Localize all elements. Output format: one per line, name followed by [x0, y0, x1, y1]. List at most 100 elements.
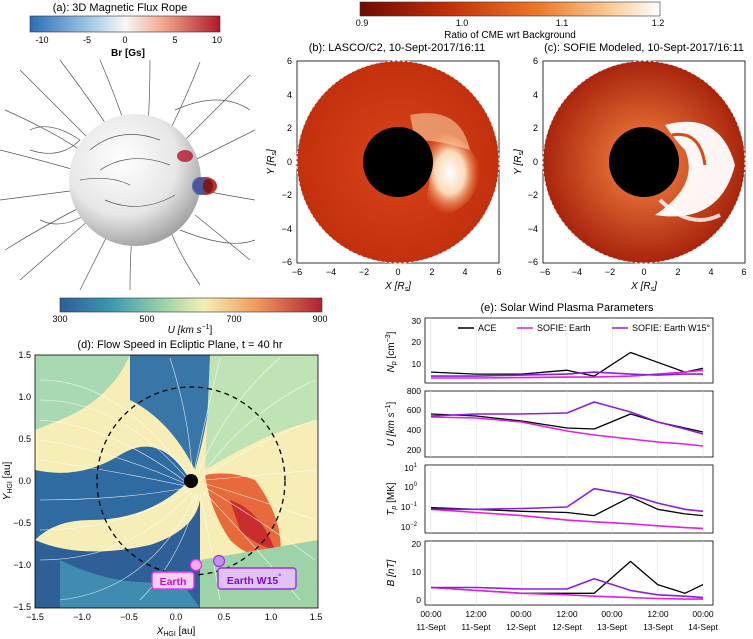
u-tick: 700 [226, 314, 241, 324]
e-xtick-date: 11-Sept [461, 622, 491, 632]
earth-label: Earth [160, 576, 187, 588]
br-tick: 5 [172, 35, 177, 45]
u-series-sofie-earth [430, 416, 704, 447]
legend-label-ace: ACE [478, 323, 497, 333]
lasco-occulter [363, 127, 433, 197]
b-ytick: −2 [282, 190, 292, 200]
u-tick-e: 600 [407, 405, 421, 415]
c-ytick: 2 [533, 123, 538, 133]
b-ytick: 6 [287, 56, 292, 66]
panel-a-title: (a): 3D Magnetic Flux Rope [53, 2, 188, 14]
b-xtick: −2 [359, 267, 369, 277]
b-xtick: 6 [496, 267, 501, 277]
np-series-ace [430, 351, 704, 377]
ratio-colorbar-label: Ratio of CME wrt Background [444, 30, 576, 41]
u-tick-e: 200 [407, 445, 421, 455]
c-ytick: 6 [533, 56, 538, 66]
e-xtick-time: 12:00 [556, 609, 578, 619]
d-xtick: −1.5 [26, 612, 44, 622]
t-tick: 10−2 [401, 522, 418, 532]
b-xtick: 2 [429, 267, 434, 277]
panel-c-xlabel: X [Rs] [630, 281, 657, 293]
e-xtick-date: 14-Sept [688, 622, 718, 632]
occulter-edge [296, 60, 500, 264]
b-xtick: −4 [326, 267, 336, 277]
panel-b: (b): LASCO/C2, 10-Sept-2017/16:11 6 4 2 … [266, 42, 502, 293]
time-grid [430, 318, 704, 605]
b-tick-e: 0 [416, 595, 421, 605]
d-ytick: 0.5 [18, 434, 31, 444]
panel-c-ylabel: Y [Rs] [513, 149, 525, 175]
sofie-cme [655, 121, 735, 217]
b-ytick: 2 [287, 123, 292, 133]
sun-sphere [69, 114, 201, 246]
ratio-tick: 1.2 [652, 18, 665, 28]
br-tick: 0 [122, 35, 127, 45]
t-ylabel: Tp [MK] [386, 482, 398, 516]
e-xtick-date: 13-Sept [597, 622, 627, 632]
b-ytick: 4 [287, 90, 292, 100]
panel-c-title: (c): SOFIE Modeled, 10-Sept-2017/16:11 [544, 42, 744, 54]
flux-rope-footpoint [177, 150, 193, 162]
d-ytick: −1.0 [13, 560, 31, 570]
d-xtick: 0.5 [218, 612, 231, 622]
d-ytick: −0.5 [13, 518, 31, 528]
c-xtick: 6 [741, 267, 746, 277]
panel-d-frame [34, 354, 319, 609]
c-xtick: −6 [540, 267, 550, 277]
e-xtick-time: 00:00 [510, 609, 532, 619]
earth-w15-marker [212, 554, 226, 568]
d-xtick: 0.0 [170, 612, 183, 622]
c-ytick: 4 [533, 90, 538, 100]
br-tick: 10 [212, 35, 222, 45]
t-plot-frame [424, 464, 714, 534]
np-series-sofie-earth [431, 369, 704, 379]
field-lines [0, 59, 256, 291]
br-colorbar-label: Br [Gs] [111, 48, 145, 59]
panel-e-title: (e): Solar Wind Plasma Parameters [481, 302, 654, 314]
t-series-sofie-earth-w15 [431, 487, 704, 513]
panel-d: 300 500 700 900 U [km s−1] (d): Flow Spe… [2, 297, 328, 638]
legend-label-earth: SOFIE: Earth [537, 323, 591, 333]
b-xtick: −6 [292, 267, 302, 277]
d-xtick: −1.0 [73, 612, 91, 622]
c-xtick: 0 [641, 267, 646, 277]
panel-d-xlabel: XHGI [au] [156, 626, 196, 638]
br-tick: -5 [83, 35, 91, 45]
np-ylabel: Np [cm−3] [385, 331, 398, 372]
np-tick: 30 [412, 316, 422, 326]
earth-w15-label-box: Earth W15° [217, 567, 297, 590]
u-ylabel: U [km s−1] [385, 401, 397, 446]
panel-a: (a): 3D Magnetic Flux Rope -10 -5 0 5 10… [0, 2, 256, 291]
flow-map [35, 355, 318, 608]
u-colorbar [59, 297, 323, 313]
time-series [430, 351, 704, 600]
sun-dot [184, 474, 198, 488]
u-colorbar-label: U [km s−1] [168, 324, 213, 336]
u-plot-frame [424, 390, 714, 458]
br-colorbar [29, 15, 221, 33]
d-ytick: 0.0 [18, 476, 31, 486]
u-tick: 900 [312, 314, 327, 324]
ratio-colorbar [359, 1, 661, 17]
u-tick-e: 400 [407, 425, 421, 435]
b-series-sofie-earth-w15 [431, 577, 704, 599]
e-xtick-date: 11-Sept [416, 622, 446, 632]
u-tick: 500 [139, 314, 154, 324]
d-ytick: −1.5 [13, 602, 31, 612]
panel-e: (e): Solar Wind Plasma Parameters ACE SO… [385, 302, 719, 632]
panel-b-xlabel: X [Rs] [384, 281, 411, 293]
ratio-colorbar-group: 0.9 1.0 1.1 1.2 Ratio of CME wrt Backgro… [356, 1, 665, 41]
earth-w15-label: Earth W15° [227, 573, 281, 587]
e-xtick-time: 00:00 [420, 609, 442, 619]
np-tick: 20 [412, 337, 422, 347]
ratio-tick: 0.9 [356, 18, 369, 28]
t-tick: 101 [404, 463, 417, 473]
u-tick: 300 [52, 314, 67, 324]
b-tick-e: 20 [412, 539, 422, 549]
earth-marker [189, 558, 203, 572]
e-xtick-date: 12-Sept [506, 622, 536, 632]
e-xtick-time: 00:00 [601, 609, 623, 619]
b-ytick: −6 [282, 257, 292, 267]
